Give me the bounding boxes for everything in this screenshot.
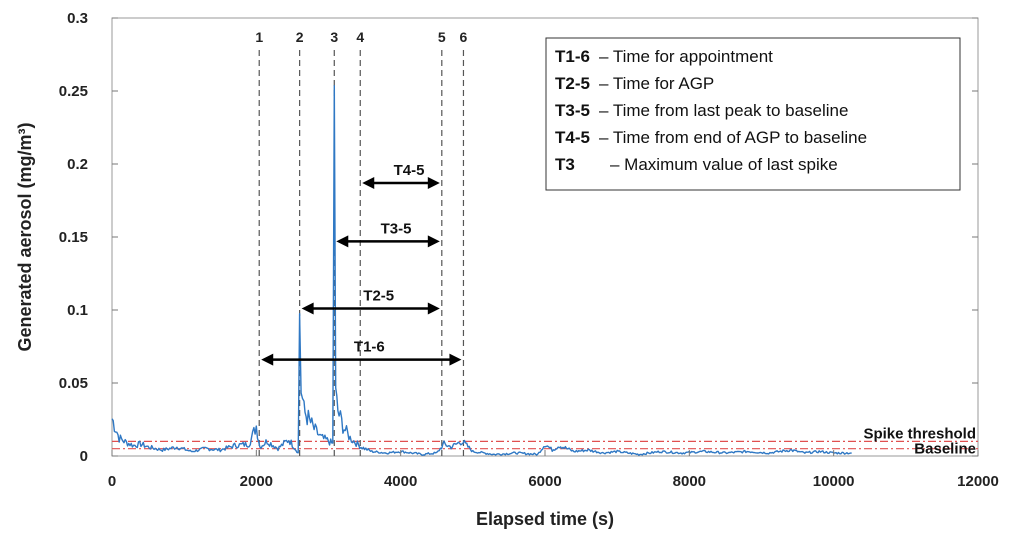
legend-description: – Time for appointment [599, 47, 773, 66]
threshold-label: Baseline [914, 441, 976, 458]
y-tick-label: 0.2 [67, 156, 88, 173]
marker-label: 4 [356, 29, 364, 45]
y-tick-label: 0 [80, 448, 88, 465]
legend-description: – Time from end of AGP to baseline [599, 128, 867, 147]
marker-label: 2 [296, 29, 304, 45]
y-tick-label: 0.1 [67, 302, 88, 319]
interval-label: T4-5 [394, 162, 425, 179]
x-tick-label: 4000 [384, 473, 417, 490]
marker-label: 1 [255, 29, 263, 45]
interval-arrow-head-right [427, 176, 440, 189]
y-axis-title: Generated aerosol (mg/m³) [15, 122, 35, 351]
marker-label: 5 [438, 29, 446, 45]
interval-label: T2-5 [363, 288, 394, 305]
y-axis-ticks: 0 0.05 0.1 0.15 0.2 0.25 0.3 [59, 10, 978, 465]
interval-label: T3-5 [381, 220, 412, 237]
legend-description: – Time from last peak to baseline [599, 101, 848, 120]
x-tick-label: 6000 [528, 473, 561, 490]
legend-key: T3-5 [555, 101, 590, 120]
x-tick-label: 2000 [240, 473, 273, 490]
x-tick-label: 8000 [673, 473, 706, 490]
legend-key: T3 [555, 155, 575, 174]
interval-arrow-head-left [336, 235, 349, 248]
series-line [111, 85, 852, 456]
interval-arrows: T4-5 T3-5 T2-5 T1-6 [261, 162, 462, 366]
x-tick-label: 0 [108, 473, 116, 490]
interval-arrow-head-right [449, 353, 462, 366]
legend-key: T2-5 [555, 74, 590, 93]
legend-description: – Time for AGP [599, 74, 714, 93]
legend: T1-6 – Time for appointment T2-5 – Time for… [545, 37, 961, 191]
threshold-label: Spike threshold [863, 425, 976, 442]
legend-description: – Maximum value of last spike [610, 155, 838, 174]
x-axis-title: Elapsed time (s) [476, 509, 614, 529]
legend-key: T1-6 [555, 47, 590, 66]
interval-arrow-head-left [261, 353, 274, 366]
marker-label: 3 [330, 29, 338, 45]
interval-arrow-head-right [427, 235, 440, 248]
x-axis-ticks: 0 2000 4000 6000 8000 10000 12000 [108, 450, 999, 490]
y-tick-label: 0.3 [67, 10, 88, 27]
y-tick-label: 0.05 [59, 375, 88, 392]
interval-arrow-head-left [301, 302, 314, 315]
marker-label: 6 [460, 29, 468, 45]
interval-label: T1-6 [354, 339, 385, 356]
legend-box [545, 37, 961, 191]
series-group [111, 85, 852, 456]
y-tick-label: 0.25 [59, 83, 88, 100]
interval-arrow-head-right [427, 302, 440, 315]
interval-arrow-head-left [362, 176, 375, 189]
x-tick-label: 10000 [813, 473, 855, 490]
x-tick-label: 12000 [957, 473, 999, 490]
y-tick-label: 0.15 [59, 229, 88, 246]
legend-key: T4-5 [555, 128, 590, 147]
